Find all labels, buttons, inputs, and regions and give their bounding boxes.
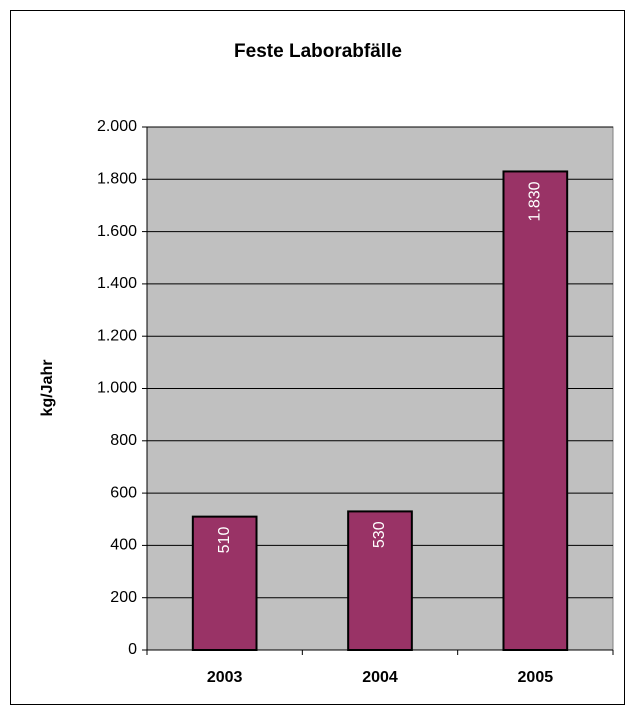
value-label: 530: [371, 521, 388, 548]
value-label: 1.830: [527, 181, 544, 221]
y-tick-label: 400: [110, 537, 137, 554]
chart-title: Feste Laborabfälle: [234, 41, 402, 62]
bar: [502, 170, 569, 652]
y-tick-label: 1.400: [97, 275, 137, 292]
y-tick-label: 2.000: [97, 118, 137, 135]
x-tick-label: 2004: [362, 669, 398, 686]
y-tick-label: 1.000: [97, 380, 137, 397]
y-axis-label: kg/Jahr: [39, 360, 56, 417]
y-tick-label: 600: [110, 484, 137, 501]
value-label: 510: [216, 527, 233, 554]
y-tick-label: 200: [110, 589, 137, 606]
x-tick-label: 2005: [518, 669, 554, 686]
x-tick-label: 2003: [207, 669, 243, 686]
y-tick-label: 1.200: [97, 327, 137, 344]
y-tick-label: 1.800: [97, 171, 137, 188]
bar: [347, 510, 413, 651]
y-tick-label: 0: [128, 641, 137, 658]
y-tick-label: 800: [110, 432, 137, 449]
y-tick-label: 1.600: [97, 223, 137, 240]
bar: [191, 515, 258, 652]
